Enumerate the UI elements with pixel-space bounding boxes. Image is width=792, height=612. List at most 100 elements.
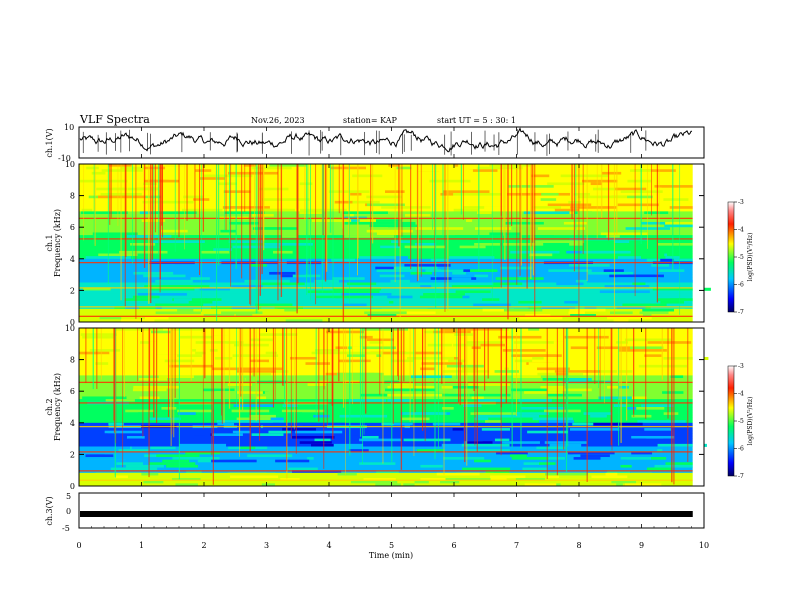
ch1-spec-cell	[616, 306, 646, 310]
ch1-spec-cell	[454, 235, 502, 239]
ch1-spec-cell	[200, 177, 225, 181]
ch2-spec-cell	[520, 354, 562, 358]
ch2-spec-ytick-label: 2	[70, 450, 75, 459]
ch2-spec-cell	[403, 483, 415, 487]
ch1-spec-band	[79, 298, 693, 302]
ch2-spec-cell	[375, 483, 401, 487]
ch1-spec-cell	[652, 287, 686, 291]
ch1-spec-sferic	[401, 164, 403, 237]
ch1-spectrogram-image	[79, 164, 711, 323]
ch2-spec-sferic	[153, 328, 155, 418]
ch1-spec-cell	[375, 266, 396, 270]
ch1-spec-band	[79, 208, 693, 212]
ch1-spec-cell	[484, 206, 521, 210]
ch1-spec-cell	[235, 235, 254, 239]
ch2-spec-cell	[80, 370, 129, 374]
ch2-spec-band	[79, 433, 693, 437]
ch1-spec-cell	[218, 306, 258, 310]
ch1-colorbar	[727, 201, 735, 313]
ch1-spec-sferic	[651, 164, 652, 216]
ch2-spec-cell	[485, 420, 501, 424]
ch2-spec-cell	[663, 356, 709, 360]
ch1-spec-sferic	[315, 164, 317, 305]
ch2-spec-cell	[80, 333, 117, 337]
ch1-spec-cell	[183, 195, 212, 199]
ch3-ytick-mid: 0	[66, 507, 71, 516]
ch2-spec-cell	[513, 341, 564, 345]
ch1-spec-cell	[591, 250, 631, 254]
ch1-spec-cell	[278, 319, 323, 323]
x-tick-label: 10	[699, 541, 709, 550]
ch1-spec-cell	[414, 243, 437, 247]
ch2-spec-cell	[549, 443, 582, 447]
ch2-spec-cell	[431, 396, 454, 400]
ch2-spec-cell	[233, 404, 275, 408]
ch2-spec-cell	[225, 362, 267, 366]
ch1-spec-band	[79, 264, 693, 268]
ch1-spec-cell	[622, 303, 667, 307]
ch2-spec-sferic	[565, 328, 568, 472]
ch2-spec-sferic	[352, 328, 353, 405]
ch1-spec-sferic	[534, 164, 536, 317]
ch1-spec-cell	[353, 214, 397, 218]
ch2-spec-cell	[614, 449, 658, 453]
ch1-spec-sferic	[323, 164, 325, 234]
ch1-spec-cell	[548, 269, 592, 273]
ch2-spec-cell	[313, 409, 351, 413]
ch2-spec-cell	[119, 364, 170, 368]
ch1-spec-sferic	[244, 164, 246, 212]
ch2-spec-cell	[613, 404, 627, 408]
ch1-spec-cell	[91, 171, 107, 175]
ch1-spec-cell	[307, 290, 352, 294]
ch1-spec-cell	[540, 198, 557, 202]
ch1-spec-sferic	[241, 164, 243, 279]
ch1-spec-cell	[228, 240, 263, 244]
ch2-spec-cell	[569, 378, 592, 382]
ch1-spec-cell	[606, 235, 620, 239]
ch2-spec-sferic	[673, 328, 675, 485]
ch2-spec-sferic	[505, 328, 507, 404]
ch2-spec-cell	[364, 354, 377, 358]
ch1-spec-cell	[252, 214, 274, 218]
ch1-spec-cell	[377, 221, 416, 225]
ch2-spec-cell	[125, 409, 155, 413]
ch1-spec-cell	[599, 290, 650, 294]
ch2-spec-sferic	[620, 328, 622, 443]
ch2-spec-cell	[366, 451, 412, 455]
ch1-spec-sferic	[143, 164, 146, 268]
ch1-spec-band	[79, 240, 693, 244]
ch1-spec-cell	[617, 203, 659, 207]
ch1-spec-cell	[364, 311, 407, 315]
ch1-spec-cell	[225, 250, 240, 254]
ch2-spec-cell	[502, 349, 546, 353]
ch2-spec-cell	[420, 464, 443, 468]
ch2-spec-cell	[567, 480, 612, 484]
ch2-spec-sferic	[295, 328, 297, 454]
ch3-ytick-bottom: -5	[62, 524, 70, 533]
ch1-spec-cell	[381, 206, 431, 210]
ch1-spec-cell	[223, 190, 251, 194]
ch1-spec-cell	[459, 245, 486, 249]
ch2-spec-cell	[605, 472, 618, 476]
ch1-spec-sferic	[107, 164, 109, 284]
ch2-spec-cell	[186, 335, 228, 339]
ch2-spec-cell	[280, 446, 330, 450]
ch1-spec-sferic	[573, 164, 575, 272]
ch2-colorbar-tick-label: -7	[738, 473, 744, 480]
ch2-spec-cell	[261, 483, 275, 487]
ch2-spec-cell	[266, 396, 311, 400]
ch2-spec-cell	[477, 367, 505, 371]
station-label: station= KAP	[343, 116, 398, 125]
ch1-spec-cell	[442, 190, 490, 194]
ch2-spec-cell	[389, 383, 415, 387]
ch1-spec-cell	[188, 235, 202, 239]
ch1-spec-cell	[269, 271, 290, 275]
ch2-spec-cell	[532, 417, 573, 421]
ch2-spec-cell	[146, 356, 187, 360]
ch1-spec-sferic	[658, 164, 660, 227]
ch1-spec-cell	[488, 248, 501, 252]
ch1-spec-cell	[229, 221, 260, 225]
ch2-colorbar-tick-label: -6	[738, 446, 744, 453]
ch2-spec-cell	[570, 346, 588, 350]
ch2-spec-cell	[308, 359, 350, 363]
